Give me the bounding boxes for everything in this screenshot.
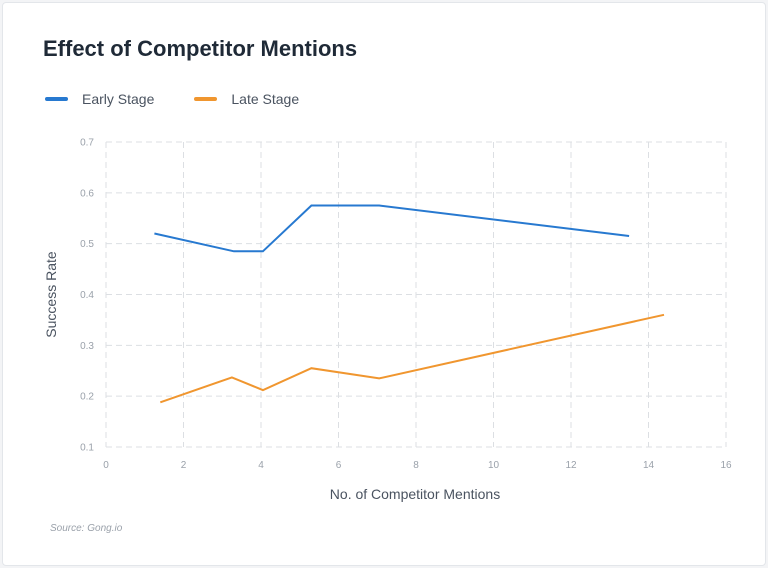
y-tick-label: 0.7 (80, 138, 94, 149)
x-tick-label: 2 (181, 460, 187, 471)
legend-label-late-stage: Late Stage (231, 91, 300, 107)
x-tick-label: 4 (258, 460, 264, 471)
x-tick-label: 8 (413, 460, 419, 471)
source-note: Source: Gong.io (50, 523, 123, 534)
legend-item-late-stage: Late Stage (194, 91, 299, 107)
legend: Early Stage Late Stage (45, 91, 339, 107)
legend-swatch-late-stage (194, 97, 218, 101)
x-tick-label: 12 (565, 460, 577, 471)
y-tick-label: 0.2 (80, 392, 94, 403)
y-axis-title: Success Rate (43, 251, 59, 338)
x-tick-label: 14 (643, 460, 655, 471)
y-tick-label: 0.1 (80, 443, 94, 454)
x-tick-label: 16 (720, 460, 732, 471)
chart-title: Effect of Competitor Mentions (43, 36, 358, 61)
x-tick-label: 0 (103, 460, 109, 471)
legend-label-early-stage: Early Stage (82, 91, 155, 107)
x-tick-label: 10 (488, 460, 500, 471)
legend-swatch-early-stage (45, 97, 68, 101)
y-tick-label: 0.6 (80, 188, 94, 199)
grid (105, 141, 727, 448)
series-lines (154, 204, 665, 404)
x-axis-ticks: 0 2 4 6 8 10 12 14 16 (103, 460, 732, 471)
series-line-late-stage (159, 313, 665, 404)
y-tick-label: 0.3 (80, 341, 94, 352)
series-line-early-stage (154, 204, 630, 253)
legend-item-early-stage: Early Stage (45, 91, 154, 107)
y-tick-label: 0.4 (80, 290, 94, 301)
y-axis-ticks: 0.1 0.2 0.3 0.4 0.5 0.6 0.7 (80, 138, 94, 454)
x-tick-label: 6 (336, 460, 342, 471)
y-tick-label: 0.5 (80, 239, 94, 250)
x-axis-title: No. of Competitor Mentions (330, 486, 500, 502)
